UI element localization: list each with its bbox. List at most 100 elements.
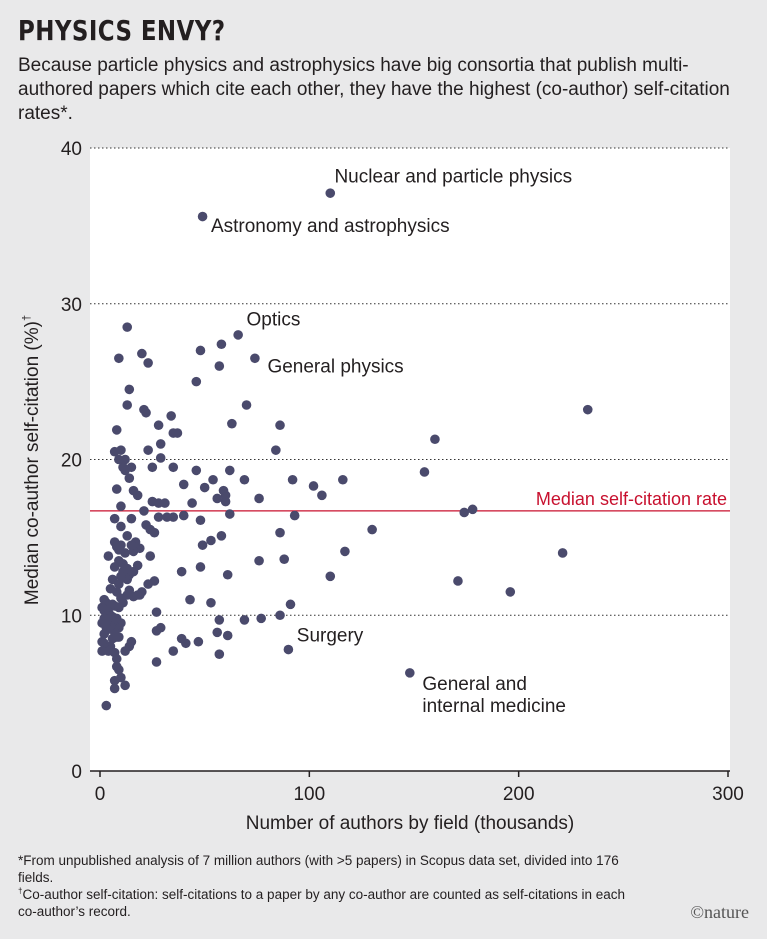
data-point-120 <box>122 400 133 410</box>
data-point-63 <box>178 479 189 490</box>
data-point-193 <box>99 629 109 639</box>
data-point-195 <box>97 602 107 613</box>
data-point-137 <box>116 521 126 532</box>
data-point-53 <box>197 540 208 550</box>
data-point-43 <box>216 531 227 541</box>
data-point-56 <box>195 562 206 572</box>
data-point-41 <box>218 485 229 496</box>
data-point-130 <box>120 680 130 691</box>
data-point-26 <box>275 610 285 621</box>
y-axis-label: Median co-author self-citation (%)† <box>21 315 43 605</box>
data-point-72 <box>166 411 176 421</box>
data-point-144 <box>114 454 124 465</box>
data-point-38 <box>222 630 233 641</box>
data-point-32 <box>239 474 250 485</box>
y-tick-40: 40 <box>61 139 82 160</box>
data-point-2 <box>233 330 243 340</box>
data-point-24 <box>275 420 285 431</box>
point-label-3: General physics <box>267 356 403 377</box>
data-point-22 <box>283 644 294 655</box>
data-point-3 <box>250 353 260 364</box>
data-point-33 <box>239 615 250 625</box>
data-point-164 <box>109 562 120 572</box>
data-point-4 <box>582 404 593 415</box>
data-point-73 <box>162 512 172 522</box>
point-label-0: Nuclear and particle physics <box>334 166 572 187</box>
y-tick-0: 0 <box>71 762 82 783</box>
data-point-95 <box>139 404 149 415</box>
x-tick-100: 100 <box>293 784 325 805</box>
x-tick-200: 200 <box>503 784 535 805</box>
data-point-25 <box>275 527 285 538</box>
data-point-82 <box>151 626 162 636</box>
data-point-44 <box>214 361 225 371</box>
data-point-180 <box>103 551 114 561</box>
data-point-86 <box>147 462 158 473</box>
data-point-94 <box>141 520 151 530</box>
data-point-6 <box>419 467 430 477</box>
chart-subtitle: Because particle physics and astrophysic… <box>18 55 730 124</box>
point-label-4: Surgery <box>297 626 364 647</box>
data-point-171 <box>107 574 118 585</box>
data-point-176 <box>105 583 116 594</box>
data-point-162 <box>109 513 120 524</box>
data-point-31 <box>241 400 252 410</box>
x-tick-labels: 0 100 200 300 <box>95 784 744 805</box>
footnote-2-text: Co-author self-citation: self-citations … <box>18 887 626 919</box>
data-point-23 <box>279 554 290 564</box>
data-point-190 <box>99 594 109 605</box>
data-point-131 <box>118 462 128 473</box>
x-tick-0: 0 <box>95 784 106 805</box>
data-point-17 <box>317 490 327 501</box>
data-point-27 <box>271 445 281 455</box>
data-point-161 <box>109 446 120 457</box>
data-point-197 <box>97 636 107 647</box>
data-point-119 <box>122 322 133 332</box>
data-point-198 <box>97 646 107 656</box>
data-point-1 <box>197 211 208 222</box>
data-point-35 <box>224 465 235 476</box>
y-tick-labels: 0 10 20 30 40 <box>61 139 82 783</box>
data-point-196 <box>97 618 107 628</box>
data-point-169 <box>109 675 120 686</box>
data-point-12 <box>405 668 415 678</box>
data-points <box>97 188 593 711</box>
data-point-80 <box>153 512 164 522</box>
data-point-96 <box>139 506 149 516</box>
data-point-11 <box>453 576 463 586</box>
data-point-163 <box>109 537 120 547</box>
point-label-1: Astronomy and astrophysics <box>211 216 450 237</box>
y-tick-20: 20 <box>61 451 82 472</box>
point-labels: Nuclear and particle physics Astronomy an… <box>211 166 572 717</box>
data-point-91 <box>143 445 153 455</box>
data-point-66 <box>176 633 187 644</box>
footnote-2: †Co-author self-citation: self-citations… <box>18 887 638 920</box>
data-point-68 <box>168 428 179 438</box>
data-point-37 <box>222 569 233 580</box>
grid-lines <box>90 147 730 616</box>
data-point-58 <box>191 376 202 387</box>
data-point-189 <box>101 700 112 711</box>
data-point-46 <box>214 649 225 659</box>
point-label-6: internal medicine <box>422 696 566 717</box>
data-point-29 <box>254 555 264 566</box>
data-point-54 <box>195 345 206 356</box>
data-point-0 <box>325 188 336 198</box>
data-point-47 <box>212 493 223 504</box>
data-point-114 <box>124 384 135 395</box>
data-point-152 <box>111 425 122 435</box>
data-point-51 <box>206 597 216 608</box>
dagger-mark: † <box>18 886 23 896</box>
data-point-143 <box>114 353 124 364</box>
data-point-42 <box>216 339 227 350</box>
scatter-chart: 0 10 20 30 40 0 100 200 300 Median self-citatio… <box>21 139 744 834</box>
data-point-48 <box>212 627 223 638</box>
data-point-19 <box>289 510 300 521</box>
data-point-65 <box>176 566 187 577</box>
data-point-170 <box>109 683 120 694</box>
nature-credit: ©nature <box>690 902 749 922</box>
data-point-52 <box>199 482 210 493</box>
data-point-16 <box>325 571 336 582</box>
footnote-1: *From unpublished analysis of 7 million … <box>18 853 619 885</box>
data-point-5 <box>430 434 440 445</box>
